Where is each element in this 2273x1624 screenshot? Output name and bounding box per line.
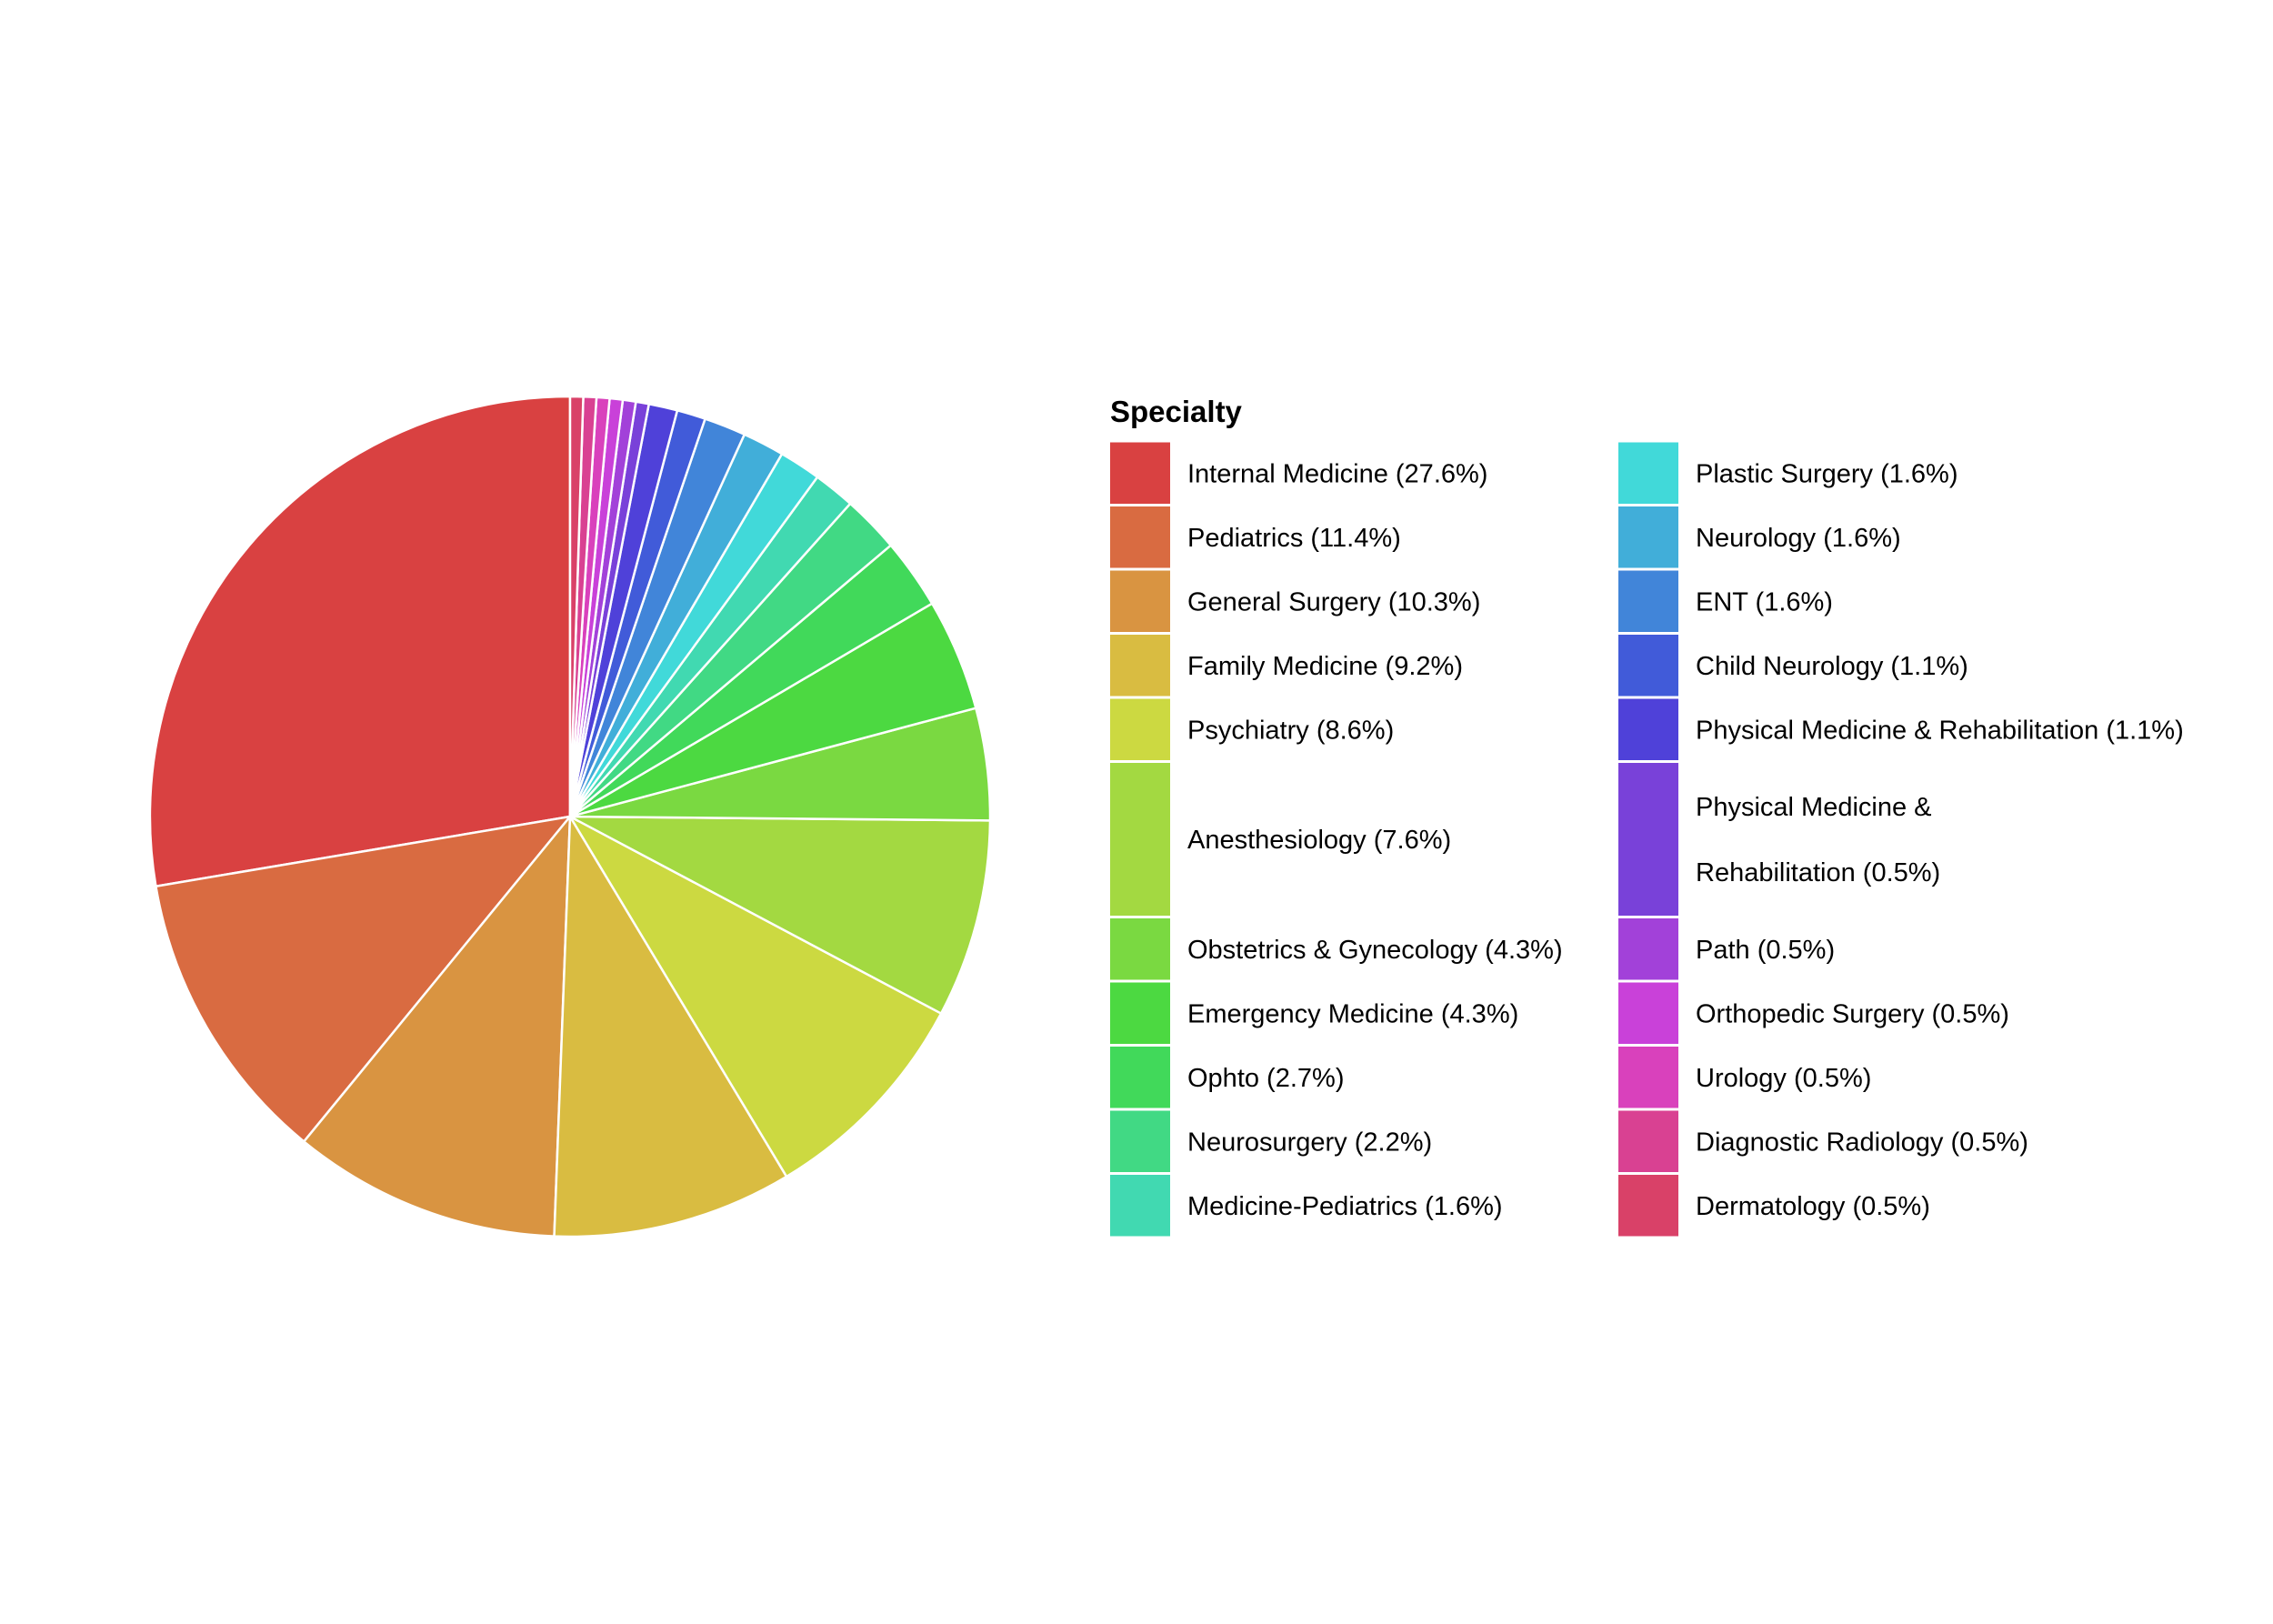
legend-key-19 bbox=[1618, 1047, 1678, 1108]
legend-key-2 bbox=[1110, 570, 1170, 632]
pie-slice-1 bbox=[155, 815, 572, 1143]
legend-key-17 bbox=[1618, 918, 1678, 980]
legend-label-20: Diagnostic Radiology (0.5%) bbox=[1696, 1128, 2028, 1157]
legend-label-9: Neurosurgery (2.2%) bbox=[1187, 1128, 1432, 1157]
legend-key-1 bbox=[1110, 506, 1170, 568]
legend-key-16 bbox=[1618, 763, 1678, 916]
legend-key-5 bbox=[1110, 763, 1170, 916]
legend-key-14 bbox=[1618, 635, 1678, 697]
legend-label-14: Child Neurology (1.1%) bbox=[1696, 652, 1968, 681]
legend-key-15 bbox=[1618, 698, 1678, 760]
legend-label-10: Medicine-Pediatrics (1.6%) bbox=[1187, 1192, 1503, 1221]
legend-key-11 bbox=[1618, 442, 1678, 504]
legend-label-19: Urology (0.5%) bbox=[1696, 1064, 1871, 1093]
legend-key-21 bbox=[1618, 1175, 1678, 1237]
legend-key-10 bbox=[1110, 1175, 1170, 1237]
legend-label-18: Orthopedic Surgery (0.5%) bbox=[1696, 999, 2009, 1028]
legend-key-20 bbox=[1618, 1110, 1678, 1172]
legend-key-6 bbox=[1110, 918, 1170, 980]
legend-label-4: Psychiatry (8.6%) bbox=[1187, 716, 1394, 745]
legend-label-8: Ophto (2.7%) bbox=[1187, 1064, 1344, 1093]
legend-label-13: ENT (1.6%) bbox=[1696, 587, 1833, 617]
legend-label-3: Family Medicine (9.2%) bbox=[1187, 652, 1463, 681]
pie-slice-21 bbox=[568, 395, 585, 818]
legend-key-7 bbox=[1110, 982, 1170, 1044]
pie-slices bbox=[148, 395, 992, 1238]
legend-label-2: General Surgery (10.3%) bbox=[1187, 587, 1480, 617]
pie-slice-3 bbox=[553, 815, 788, 1238]
pie-slice-0 bbox=[148, 395, 572, 887]
legend-key-8 bbox=[1110, 1047, 1170, 1108]
legend: Specialty Internal Medicine (27.6%) Pedia… bbox=[1110, 395, 2184, 1237]
legend-label-11: Plastic Surgery (1.6%) bbox=[1696, 459, 1958, 488]
legend-key-18 bbox=[1618, 982, 1678, 1044]
legend-label-21: Dermatology (0.5%) bbox=[1696, 1192, 1930, 1221]
legend-title: Specialty bbox=[1110, 395, 1243, 428]
legend-key-12 bbox=[1618, 506, 1678, 568]
pie-slice-5 bbox=[568, 815, 992, 1015]
legend-label-5: Anesthesiology (7.6%) bbox=[1187, 826, 1451, 855]
legend-label-6: Obstetrics & Gynecology (4.3%) bbox=[1187, 936, 1563, 965]
legend-key-4 bbox=[1110, 698, 1170, 760]
pie-slice-2 bbox=[303, 815, 572, 1238]
legend-label-0: Internal Medicine (27.6%) bbox=[1187, 459, 1487, 488]
legend-key-3 bbox=[1110, 635, 1170, 697]
legend-label-12: Neurology (1.6%) bbox=[1696, 524, 1901, 553]
legend-label-15: Physical Medicine & Rehabilitation (1.1%… bbox=[1696, 716, 2184, 745]
legend-label-1: Pediatrics (11.4%) bbox=[1187, 524, 1401, 553]
legend-key-0 bbox=[1110, 442, 1170, 504]
pie-slice-4 bbox=[568, 815, 943, 1178]
legend-key-9 bbox=[1110, 1110, 1170, 1172]
legend-label-7: Emergency Medicine (4.3%) bbox=[1187, 999, 1518, 1028]
legend-key-13 bbox=[1618, 570, 1678, 632]
legend-label-17: Path (0.5%) bbox=[1696, 936, 1835, 965]
legend-label-16: Physical Medicine & Rehabilitation (0.5%… bbox=[1696, 793, 1940, 887]
